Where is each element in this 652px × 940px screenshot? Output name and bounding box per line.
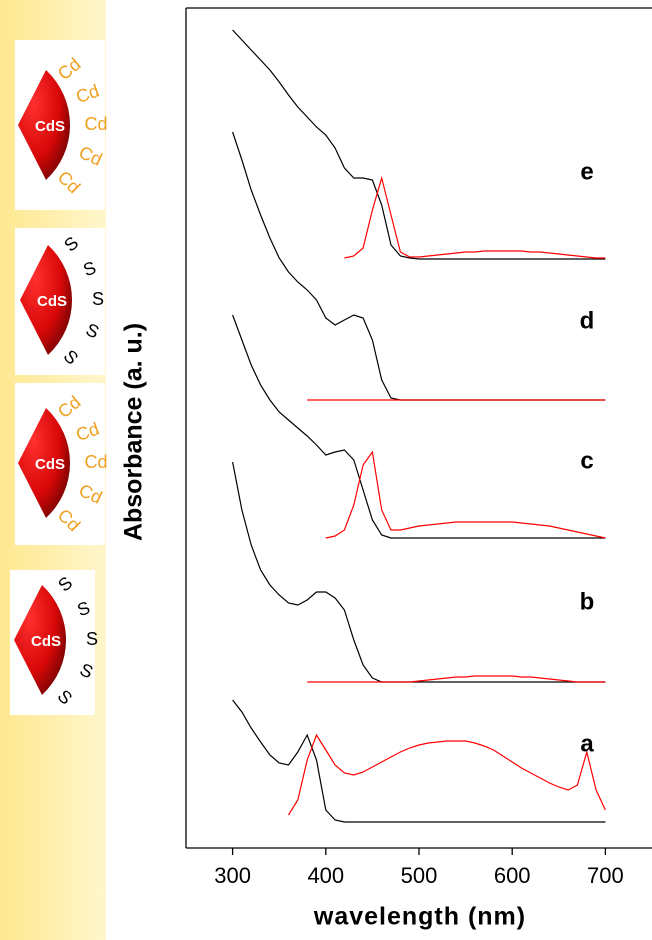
curve-label: e [580,158,593,185]
core-label: CdS [35,456,65,473]
curve-label: d [580,307,595,334]
x-axis-label: wavelength (nm) [313,903,526,931]
core-label: CdS [37,293,67,310]
absorption-curve [233,700,606,822]
core-label: CdS [31,633,61,650]
x-tick-label: 500 [401,863,438,888]
absorption-curve [233,30,606,259]
x-tick-label: 600 [494,863,531,888]
y-axis-label: Absorbance (a. u.) [120,323,148,541]
x-tick-label: 300 [214,863,251,888]
ligand-label: S [92,289,104,309]
core-label: CdS [35,118,65,135]
curve-label: c [580,447,593,474]
curve-label: a [580,730,594,757]
ligand-label: Cd [84,452,107,472]
curve-label: b [580,588,595,615]
x-tick-label: 400 [307,863,344,888]
emission-curve [307,676,605,682]
emission-curve [289,735,606,815]
axes-frame [186,8,652,848]
figure: Absorbance (a. u.) wavelength (nm) 300 40… [0,0,652,940]
emission-curve [344,178,605,258]
page: Absorbance (a. u.) wavelength (nm) 300 40… [0,0,652,940]
absorption-curve [233,315,606,538]
x-tick-label: 700 [587,863,624,888]
ligand-label: S [86,629,98,649]
ligand-label: Cd [84,114,107,134]
absorption-curve [233,132,606,400]
emission-curve [326,452,606,538]
absorption-curve [233,462,606,682]
